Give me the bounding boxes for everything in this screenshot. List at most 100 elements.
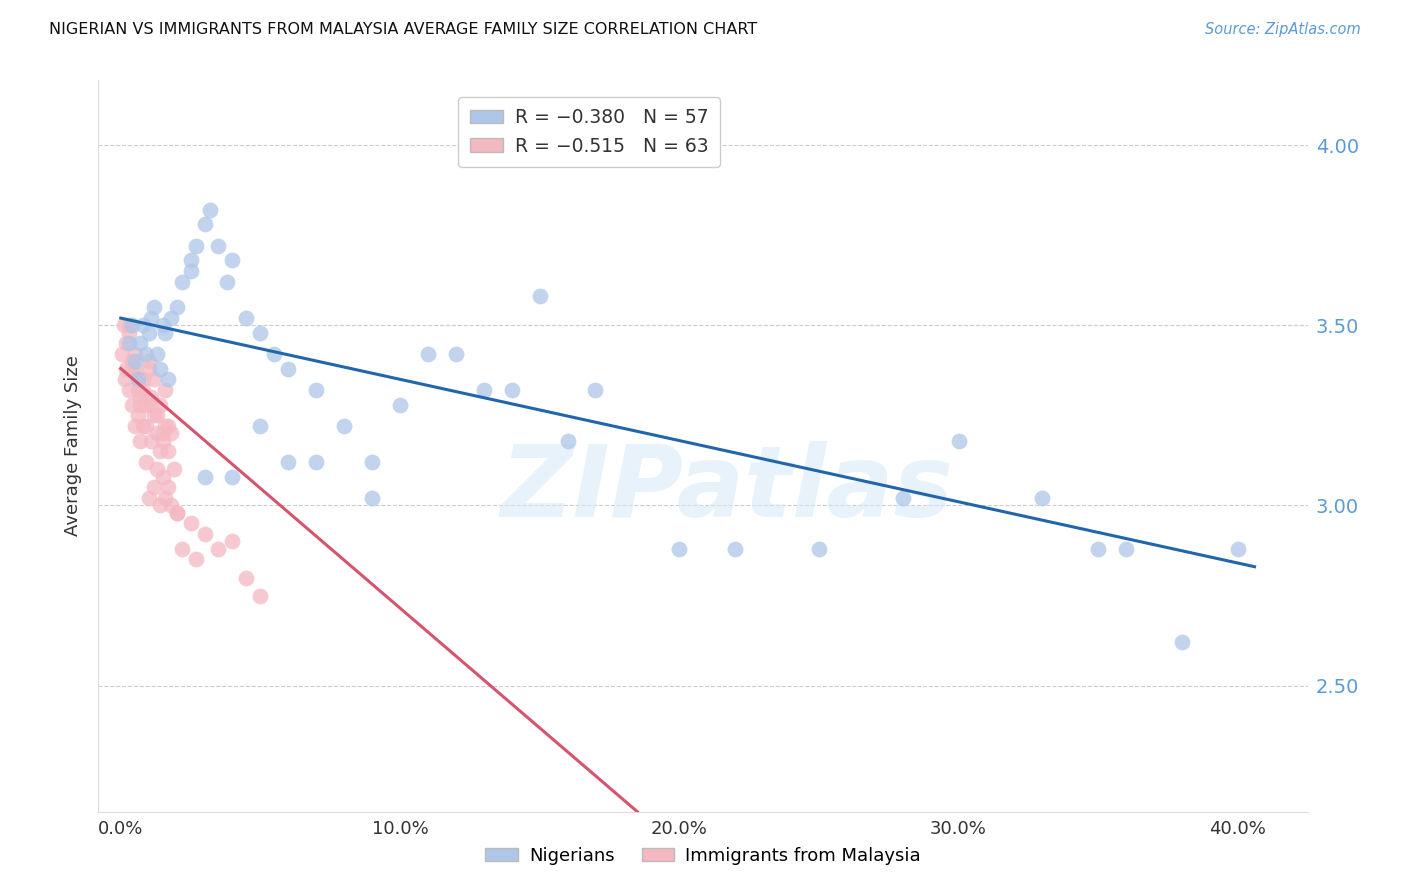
Text: ZIPatlas: ZIPatlas (501, 442, 953, 539)
Point (152, 318, 174, 333)
Point (129, 434, 152, 448)
Point (180, 253, 202, 268)
Point (132, 419, 155, 434)
Point (146, 426, 169, 441)
Point (1087, 541, 1109, 556)
Point (141, 390, 163, 404)
Point (127, 372, 149, 386)
Point (146, 462, 169, 476)
Point (115, 336, 138, 351)
Point (277, 361, 299, 376)
Point (118, 318, 141, 333)
Point (235, 570, 257, 584)
Point (127, 383, 149, 397)
Point (186, 239, 208, 253)
Point (1115, 541, 1137, 556)
Point (155, 383, 177, 397)
Point (193, 527, 215, 541)
Point (221, 534, 243, 549)
Point (152, 469, 174, 483)
Point (127, 372, 149, 386)
Point (138, 361, 160, 376)
Point (249, 419, 271, 434)
Point (149, 499, 172, 513)
Point (129, 390, 152, 404)
Point (143, 372, 166, 386)
Point (1226, 541, 1249, 556)
Point (172, 275, 194, 289)
Point (149, 361, 172, 376)
Point (163, 462, 186, 476)
Point (668, 541, 690, 556)
Point (263, 347, 285, 361)
Point (361, 491, 384, 506)
Point (111, 347, 134, 361)
Point (155, 491, 177, 506)
Point (1031, 491, 1053, 506)
Point (149, 398, 172, 412)
Point (152, 434, 174, 448)
Point (121, 398, 143, 412)
Point (124, 419, 146, 434)
Point (135, 455, 157, 469)
Point (948, 434, 970, 448)
Point (172, 541, 194, 556)
Point (141, 434, 163, 448)
Point (155, 419, 177, 434)
Point (305, 455, 328, 469)
Point (333, 419, 356, 434)
Point (160, 499, 183, 513)
Point (305, 383, 328, 397)
Point (166, 506, 188, 520)
Point (193, 469, 215, 483)
Point (129, 336, 152, 351)
Point (180, 264, 202, 278)
Point (180, 516, 202, 531)
Point (149, 444, 172, 458)
Point (501, 383, 523, 397)
Point (807, 541, 830, 556)
Point (166, 300, 188, 314)
Point (141, 398, 163, 412)
Point (115, 361, 138, 376)
Point (472, 383, 495, 397)
Point (135, 398, 157, 412)
Point (124, 361, 146, 376)
Point (186, 552, 208, 566)
Point (1171, 635, 1194, 649)
Point (152, 426, 174, 441)
Point (146, 409, 169, 423)
Point (129, 398, 152, 412)
Point (143, 480, 166, 494)
Point (389, 398, 412, 412)
Point (207, 541, 229, 556)
Point (157, 419, 180, 434)
Point (724, 541, 747, 556)
Point (277, 455, 299, 469)
Point (557, 434, 579, 448)
Point (221, 469, 243, 483)
Point (157, 444, 180, 458)
Point (160, 426, 183, 441)
Point (207, 239, 229, 253)
Point (416, 347, 439, 361)
Point (361, 455, 384, 469)
Point (112, 318, 135, 333)
Point (121, 354, 143, 368)
Point (135, 347, 157, 361)
Point (891, 491, 914, 506)
Point (221, 253, 243, 268)
Point (444, 347, 467, 361)
Y-axis label: Average Family Size: Average Family Size (63, 356, 82, 536)
Legend: Nigerians, Immigrants from Malaysia: Nigerians, Immigrants from Malaysia (478, 839, 928, 872)
Point (585, 383, 607, 397)
Point (160, 311, 183, 326)
Point (157, 372, 180, 386)
Point (124, 354, 146, 368)
Point (146, 347, 169, 361)
Text: NIGERIAN VS IMMIGRANTS FROM MALAYSIA AVERAGE FAMILY SIZE CORRELATION CHART: NIGERIAN VS IMMIGRANTS FROM MALAYSIA AVE… (49, 22, 758, 37)
Point (121, 318, 143, 333)
Point (124, 347, 146, 361)
Point (215, 275, 238, 289)
Point (143, 300, 166, 314)
